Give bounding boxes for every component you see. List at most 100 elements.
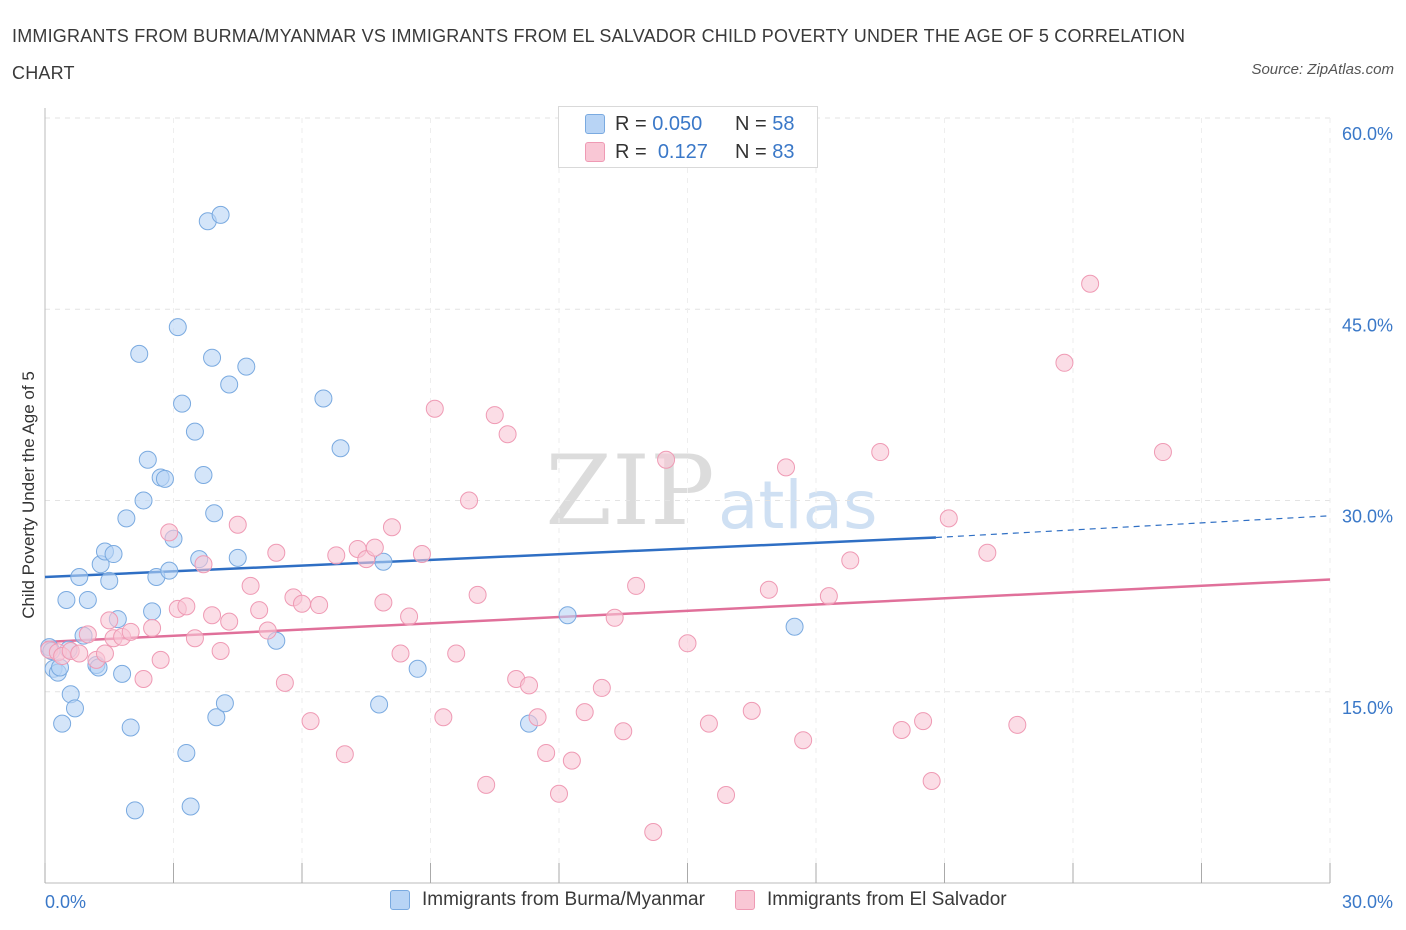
n-label: N = [735, 112, 767, 135]
point-elsalvador [185, 629, 204, 648]
point-elsalvador [460, 491, 479, 510]
point-elsalvador [177, 597, 196, 616]
point-elsalvador [70, 644, 89, 663]
legend-swatch-burma [585, 114, 605, 134]
point-burma [215, 694, 234, 713]
y-axis-label: Child Poverty Under the Age of 5 [19, 371, 38, 619]
point-burma [314, 389, 333, 408]
point-elsalvador [871, 443, 890, 462]
y-tick-label: 45.0% [1342, 315, 1393, 335]
point-elsalvador [914, 712, 933, 731]
point-elsalvador [250, 601, 269, 620]
y-tick-label: 60.0% [1342, 124, 1393, 144]
point-burma [168, 318, 187, 337]
point-elsalvador [841, 551, 860, 570]
gridlines [45, 117, 1331, 883]
point-elsalvador [95, 644, 114, 663]
x-tick-label: 30.0% [1342, 892, 1393, 912]
legend-label-elsalvador: Immigrants from El Salvador [766, 889, 1007, 910]
point-burma [211, 205, 230, 224]
point-burma [57, 590, 76, 609]
point-elsalvador [100, 611, 119, 630]
point-burma [228, 548, 247, 567]
point-elsalvador [400, 607, 419, 626]
point-elsalvador [520, 676, 539, 695]
point-burma [220, 375, 239, 394]
point-elsalvador [477, 775, 496, 794]
point-elsalvador [434, 708, 453, 727]
point-burma [113, 664, 132, 683]
legend-swatch-elsalvador [585, 142, 605, 162]
point-elsalvador [699, 714, 718, 733]
point-elsalvador [537, 743, 556, 762]
series-legend: Immigrants from Burma/Myanmar Immigrants… [390, 889, 1037, 911]
point-burma [203, 348, 222, 367]
point-elsalvador [468, 585, 487, 604]
point-burma [785, 617, 804, 636]
point-burma [185, 422, 204, 441]
y-tick-label: 15.0% [1342, 698, 1393, 718]
point-burma [558, 606, 577, 625]
legend-item-elsalvador: Immigrants from El Salvador [734, 889, 1007, 911]
point-burma [65, 699, 84, 718]
point-elsalvador [678, 634, 697, 653]
point-elsalvador [1008, 715, 1027, 734]
point-elsalvador [614, 722, 633, 741]
point-elsalvador [528, 708, 547, 727]
point-burma [331, 439, 350, 458]
point-elsalvador [1081, 274, 1100, 293]
point-burma [408, 659, 427, 678]
point-burma [194, 466, 213, 484]
axes [44, 108, 1331, 884]
n-value-elsalvador: 83 [772, 140, 795, 163]
point-burma [177, 743, 196, 762]
correlation-legend: R = 0.050 N = 58 R = 0.127 N = 83 [558, 106, 818, 168]
point-burma [117, 509, 136, 528]
chart-title: IMMIGRANTS FROM BURMA/MYANMAR VS IMMIGRA… [12, 26, 1186, 83]
point-elsalvador [550, 784, 568, 803]
point-elsalvador [151, 650, 170, 669]
point-burma [374, 552, 393, 571]
point-elsalvador [777, 458, 796, 477]
point-burma [78, 590, 97, 609]
legend-item-burma: Immigrants from Burma/Myanmar [390, 889, 705, 911]
point-burma [100, 571, 119, 590]
point-elsalvador [978, 543, 997, 562]
point-burma [237, 357, 256, 376]
point-elsalvador [892, 721, 911, 739]
point-burma [70, 568, 89, 586]
point-elsalvador [922, 772, 941, 790]
trend-line-burma [44, 536, 936, 579]
watermark-zip: ZIP [545, 435, 714, 547]
point-elsalvador [644, 823, 663, 841]
point-elsalvador [382, 518, 401, 537]
point-elsalvador [391, 644, 410, 663]
point-elsalvador [819, 587, 838, 606]
legend-label-burma: Immigrants from Burma/Myanmar [422, 889, 705, 910]
point-burma [53, 714, 72, 733]
watermark-atlas: atlas [718, 467, 878, 544]
point-elsalvador [759, 580, 778, 599]
point-elsalvador [1153, 443, 1172, 462]
r-label: R = [615, 140, 647, 163]
source-label: Source: ZipAtlas.com [1251, 61, 1394, 78]
r-value-burma: 0.050 [652, 112, 703, 135]
n-label: N = [735, 140, 767, 163]
point-elsalvador [605, 608, 624, 627]
r-value-elsalvador: 0.127 [657, 140, 708, 163]
tick-labels: 15.0% 30.0% 45.0% 60.0% 0.0% 30.0% [45, 124, 1393, 912]
point-elsalvador [327, 546, 346, 565]
data-points [40, 205, 1172, 841]
point-elsalvador [275, 673, 294, 692]
point-elsalvador [220, 612, 239, 631]
point-burma [125, 801, 144, 820]
legend-swatch-elsalvador [734, 890, 755, 910]
point-elsalvador [267, 543, 286, 562]
point-elsalvador [365, 538, 384, 557]
point-elsalvador [939, 509, 958, 528]
point-elsalvador [293, 594, 311, 613]
point-elsalvador [717, 786, 736, 805]
point-burma [160, 561, 179, 580]
point-elsalvador [657, 450, 676, 469]
